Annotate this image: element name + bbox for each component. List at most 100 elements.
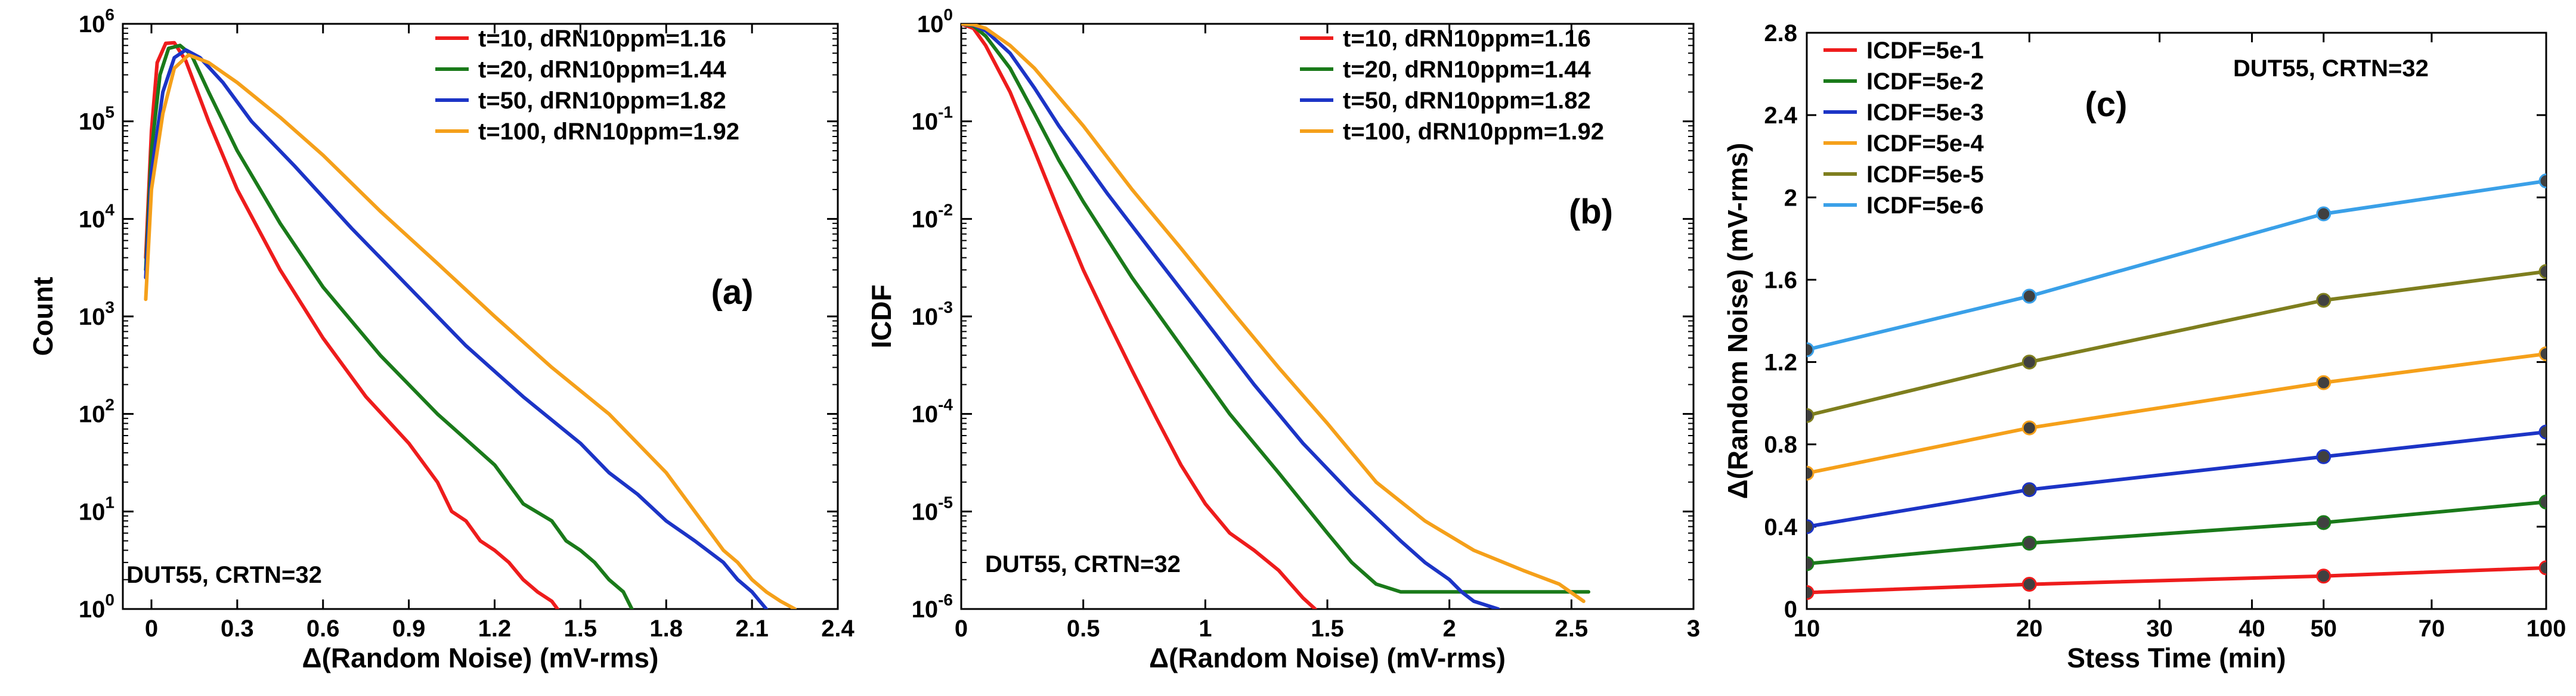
y-tick-base: 10	[912, 109, 939, 135]
data-point	[2538, 346, 2546, 362]
legend-entry: ICDF=5e-5	[1866, 161, 1984, 188]
y-tick-exponent: 5	[105, 103, 114, 122]
y-tick-base: 10	[912, 499, 939, 525]
data-point	[2538, 560, 2546, 576]
y-tick-base: 10	[79, 109, 106, 135]
x-tick-label: 2	[1443, 616, 1456, 642]
y-tick-base: 10	[79, 304, 106, 330]
y-tick-label: 103	[79, 298, 114, 330]
series-line	[1807, 500, 2546, 566]
data-point	[1807, 465, 1815, 481]
y-tick-exponent: -1	[938, 103, 953, 122]
x-tick-label: 0.3	[221, 616, 254, 642]
legend-entry: t=50, dRN10ppm=1.82	[1343, 88, 1591, 114]
legend: t=10, dRN10ppm=1.16 t=20, dRN10ppm=1.44 t=…	[1300, 26, 1604, 145]
y-tick-label: 0	[1784, 596, 1797, 623]
y-tick-exponent: 4	[105, 200, 114, 219]
series-line	[144, 41, 559, 609]
x-tick-label: 2.5	[1555, 616, 1589, 642]
data-point	[2021, 535, 2037, 551]
data-point	[2316, 206, 2332, 222]
series-line	[961, 24, 1500, 609]
y-tick-exponent: -3	[938, 298, 953, 316]
data-point	[2538, 494, 2546, 509]
x-tick-label: 0.9	[392, 616, 426, 642]
y-tick-label: 0.4	[1764, 514, 1797, 540]
legend: ICDF=5e-1 ICDF=5e-2 ICDF=5e-3 ICDF=5e-4 ICDF…	[1823, 38, 1984, 219]
legend-entry: t=100, dRN10ppm=1.92	[478, 119, 739, 145]
data-point	[2021, 288, 2037, 304]
y-tick-base: 10	[79, 206, 106, 232]
data-point	[1807, 556, 1815, 571]
series-line	[144, 44, 634, 609]
data-point	[2021, 355, 2037, 370]
series-line	[144, 53, 797, 609]
y-tick-base: 10	[912, 206, 939, 232]
x-axis-label: Δ(Random Noise) (mV-rms)	[302, 642, 659, 673]
x-tick-label: 0	[955, 616, 968, 642]
data-point	[1807, 585, 1815, 600]
x-tick-label: 50	[2310, 616, 2337, 642]
x-tick-label: 100	[2527, 616, 2566, 642]
x-tick-label: 2.4	[821, 616, 854, 642]
y-tick-label: 2.8	[1764, 20, 1797, 46]
data-point	[2316, 375, 2332, 390]
x-tick-label: 10	[1794, 616, 1820, 642]
legend-entry: t=100, dRN10ppm=1.92	[1343, 119, 1604, 145]
y-tick-label: 2.4	[1764, 102, 1797, 129]
plot-area	[1807, 173, 2546, 600]
y-tick-exponent: 2	[105, 396, 114, 414]
y-tick-label: 10-1	[912, 103, 953, 135]
y-tick-base: 10	[917, 11, 944, 38]
legend-entry: t=10, dRN10ppm=1.16	[478, 26, 726, 52]
x-tick-label: 3	[1687, 616, 1700, 642]
data-point	[1807, 342, 1815, 358]
y-axis-label: Δ(Random Noise) (mV-rms)	[1722, 143, 1753, 499]
y-tick-exponent: 6	[105, 5, 114, 24]
series-line	[1807, 352, 2546, 476]
y-tick-exponent: -5	[938, 493, 953, 511]
data-point	[2021, 420, 2037, 436]
y-tick-base: 10	[79, 11, 106, 38]
data-point	[2316, 568, 2332, 584]
annotation: DUT55, CRTN=32	[2233, 55, 2429, 82]
data-point	[2021, 482, 2037, 498]
annotation: DUT55, CRTN=32	[126, 562, 322, 588]
legend-entry: t=20, dRN10ppm=1.44	[478, 57, 726, 83]
y-axis-label: Count	[27, 277, 58, 356]
annotation: DUT55, CRTN=32	[985, 551, 1181, 577]
y-tick-label: 100	[917, 5, 953, 38]
y-tick-exponent: -4	[938, 396, 953, 414]
y-tick-exponent: 1	[105, 493, 114, 511]
legend-entry: ICDF=5e-6	[1866, 192, 1984, 219]
x-tick-label: 1.5	[564, 616, 597, 642]
x-tick-label: 1	[1199, 616, 1212, 642]
data-point	[1807, 519, 1815, 535]
series-line	[961, 24, 1586, 603]
x-tick-label: 2.1	[735, 616, 769, 642]
y-tick-base: 10	[79, 402, 106, 428]
legend-entry: t=10, dRN10ppm=1.16	[1343, 26, 1591, 52]
series-line	[1807, 430, 2546, 529]
legend-entry: t=20, dRN10ppm=1.44	[1343, 57, 1591, 83]
y-tick-label: 10-4	[912, 396, 953, 428]
y-axis-label: ICDF	[866, 284, 897, 348]
legend: t=10, dRN10ppm=1.16 t=20, dRN10ppm=1.44 t=…	[435, 26, 739, 145]
x-tick-label: 30	[2146, 616, 2173, 642]
series-line	[1807, 269, 2546, 418]
y-tick-exponent: 0	[943, 5, 953, 24]
y-tick-label: 1.2	[1764, 350, 1797, 376]
y-tick-exponent: 0	[105, 591, 114, 609]
y-tick-label: 1.6	[1764, 267, 1797, 293]
y-tick-label: 10-3	[912, 298, 953, 330]
x-tick-label: 0	[145, 616, 158, 642]
x-tick-label: 20	[2016, 616, 2043, 642]
x-tick-label: 1.8	[649, 616, 683, 642]
data-point	[2316, 515, 2332, 530]
panel-c: 10 20 30 40 50 70 100 0 0.4 0.8 1.2 1.6 2 2.4 2.8 Stess…	[1722, 20, 2566, 673]
y-tick-base: 10	[79, 596, 106, 623]
panel-label: (a)	[711, 273, 754, 312]
x-tick-label: 40	[2238, 616, 2265, 642]
y-tick-base: 10	[79, 499, 106, 525]
